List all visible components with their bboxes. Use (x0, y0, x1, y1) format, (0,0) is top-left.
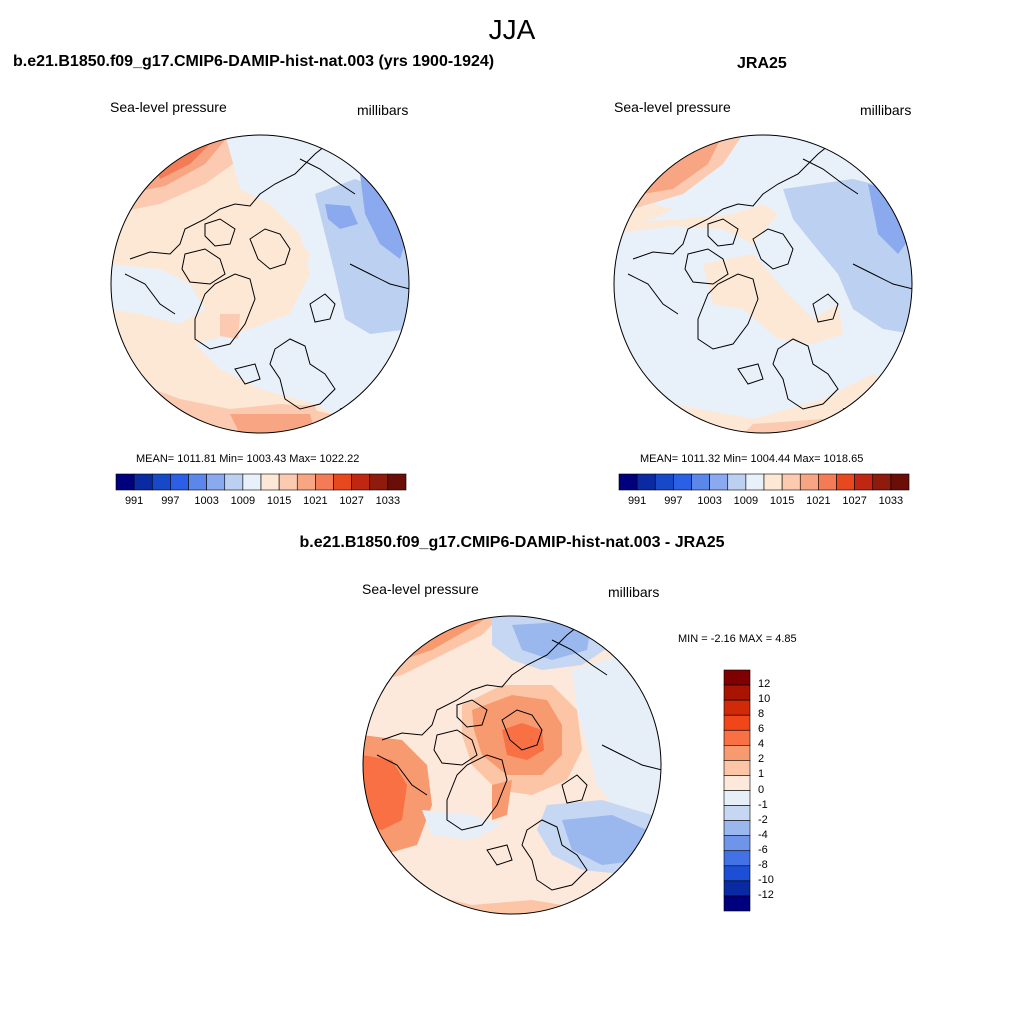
colorbar-swatch (636, 473, 656, 491)
panel3-colorbar (723, 669, 751, 912)
panel2-colorbar (618, 473, 910, 491)
colorbar-tick-label: 1015 (769, 495, 795, 507)
colorbar-swatch (133, 473, 153, 491)
colorbar-swatch (723, 790, 751, 806)
panel2-title: JRA25 (737, 55, 787, 72)
colorbar-swatch (242, 473, 262, 491)
colorbar-swatch (854, 473, 874, 491)
panel1-colorbar (115, 473, 407, 491)
colorbar-swatch (723, 820, 751, 836)
panel2-units-label: millibars (860, 102, 912, 118)
colorbar-swatch (224, 473, 244, 491)
colorbar-swatch (691, 473, 710, 491)
colorbar-swatch (723, 895, 751, 912)
colorbar-swatch (278, 473, 298, 491)
panel3-title: b.e21.B1850.f09_g17.CMIP6-DAMIP-hist-nat… (299, 534, 725, 551)
colorbar-swatch (763, 473, 783, 491)
colorbar-tick-label: -4 (758, 828, 768, 841)
panel1-units-label: millibars (357, 102, 409, 118)
panel1-map (110, 134, 410, 434)
colorbar-swatch (723, 699, 751, 716)
panel2-stats: MEAN= 1011.32 Min= 1004.44 Max= 1018.65 (640, 453, 864, 465)
colorbar-tick-label: 0 (758, 783, 765, 796)
panel1-variable-label: Sea-level pressure (110, 99, 227, 115)
colorbar-swatch (723, 684, 751, 701)
panel3-map (362, 615, 662, 915)
panel3-units-label: millibars (608, 584, 660, 600)
panel2-variable-label: Sea-level pressure (614, 99, 731, 115)
colorbar-swatch (745, 473, 765, 491)
colorbar-swatch (369, 473, 389, 491)
colorbar-swatch (723, 729, 751, 746)
colorbar-tick-label: 1003 (194, 495, 219, 507)
colorbar-swatch (781, 473, 801, 491)
colorbar-swatch (727, 473, 747, 491)
panel3-variable-label: Sea-level pressure (362, 581, 479, 597)
colorbar-tick-label: 10 (758, 693, 771, 706)
colorbar-swatch (818, 473, 837, 491)
colorbar-tick-label: -6 (758, 843, 768, 856)
colorbar-tick-label: 4 (758, 738, 765, 751)
colorbar-swatch (170, 473, 189, 491)
colorbar-swatch (723, 714, 751, 731)
colorbar-swatch (723, 745, 751, 761)
colorbar-tick-label: 1003 (697, 495, 722, 507)
colorbar-swatch (709, 473, 729, 491)
colorbar-tick-label: -10 (758, 873, 774, 886)
colorbar-swatch (799, 473, 819, 491)
colorbar-tick-label: 1027 (339, 495, 364, 507)
colorbar-tick-label: 991 (124, 495, 144, 507)
colorbar-swatch (723, 865, 751, 882)
colorbar-swatch (296, 473, 316, 491)
colorbar-tick-label: 997 (161, 495, 180, 507)
colorbar-tick-label: 1027 (842, 495, 867, 507)
colorbar-swatch (673, 473, 692, 491)
colorbar-swatch (654, 473, 674, 491)
colorbar-swatch (723, 835, 751, 852)
colorbar-swatch (836, 473, 855, 491)
colorbar-swatch (151, 473, 171, 491)
colorbar-swatch (723, 760, 751, 776)
colorbar-tick-label: 2 (758, 753, 765, 766)
panel1-title: b.e21.B1850.f09_g17.CMIP6-DAMIP-hist-nat… (13, 53, 495, 70)
colorbar-tick-label: 991 (627, 495, 647, 507)
colorbar-swatch (315, 473, 334, 491)
colorbar-swatch (260, 473, 280, 491)
colorbar-tick-label: -8 (758, 858, 768, 871)
colorbar-swatch (188, 473, 207, 491)
colorbar-tick-label: 1009 (733, 495, 759, 507)
figure-title: JJA (488, 14, 536, 45)
colorbar-swatch (723, 669, 751, 686)
colorbar-swatch (723, 775, 751, 791)
colorbar-swatch (206, 473, 226, 491)
colorbar-tick-label: 1021 (806, 495, 831, 507)
colorbar-tick-label: 1015 (266, 495, 292, 507)
colorbar-swatch (333, 473, 352, 491)
colorbar-swatch (723, 880, 751, 897)
colorbar-tick-label: 1033 (878, 495, 904, 507)
colorbar-swatch (890, 473, 910, 491)
colorbar-tick-label: 997 (664, 495, 683, 507)
colorbar-tick-label: -2 (758, 813, 768, 826)
colorbar-tick-label: 12 (758, 678, 771, 691)
colorbar-swatch (723, 805, 751, 821)
panel1-stats: MEAN= 1011.81 Min= 1003.43 Max= 1022.22 (136, 453, 360, 465)
colorbar-swatch (723, 850, 751, 867)
panel2-map (613, 134, 913, 434)
colorbar-swatch (872, 473, 892, 491)
colorbar-tick-label: -12 (758, 888, 774, 901)
panel3-stats: MIN = -2.16 MAX = 4.85 (678, 633, 797, 645)
colorbar-tick-label: 1033 (375, 495, 401, 507)
colorbar-swatch (351, 473, 371, 491)
colorbar-tick-label: 8 (758, 708, 765, 721)
colorbar-tick-label: 1009 (230, 495, 256, 507)
colorbar-tick-label: 6 (758, 723, 765, 736)
colorbar-tick-label: 1 (758, 768, 765, 781)
colorbar-swatch (115, 473, 135, 491)
colorbar-swatch (387, 473, 407, 491)
colorbar-swatch (618, 473, 638, 491)
colorbar-tick-label: 1021 (303, 495, 328, 507)
colorbar-tick-label: -1 (758, 798, 768, 811)
